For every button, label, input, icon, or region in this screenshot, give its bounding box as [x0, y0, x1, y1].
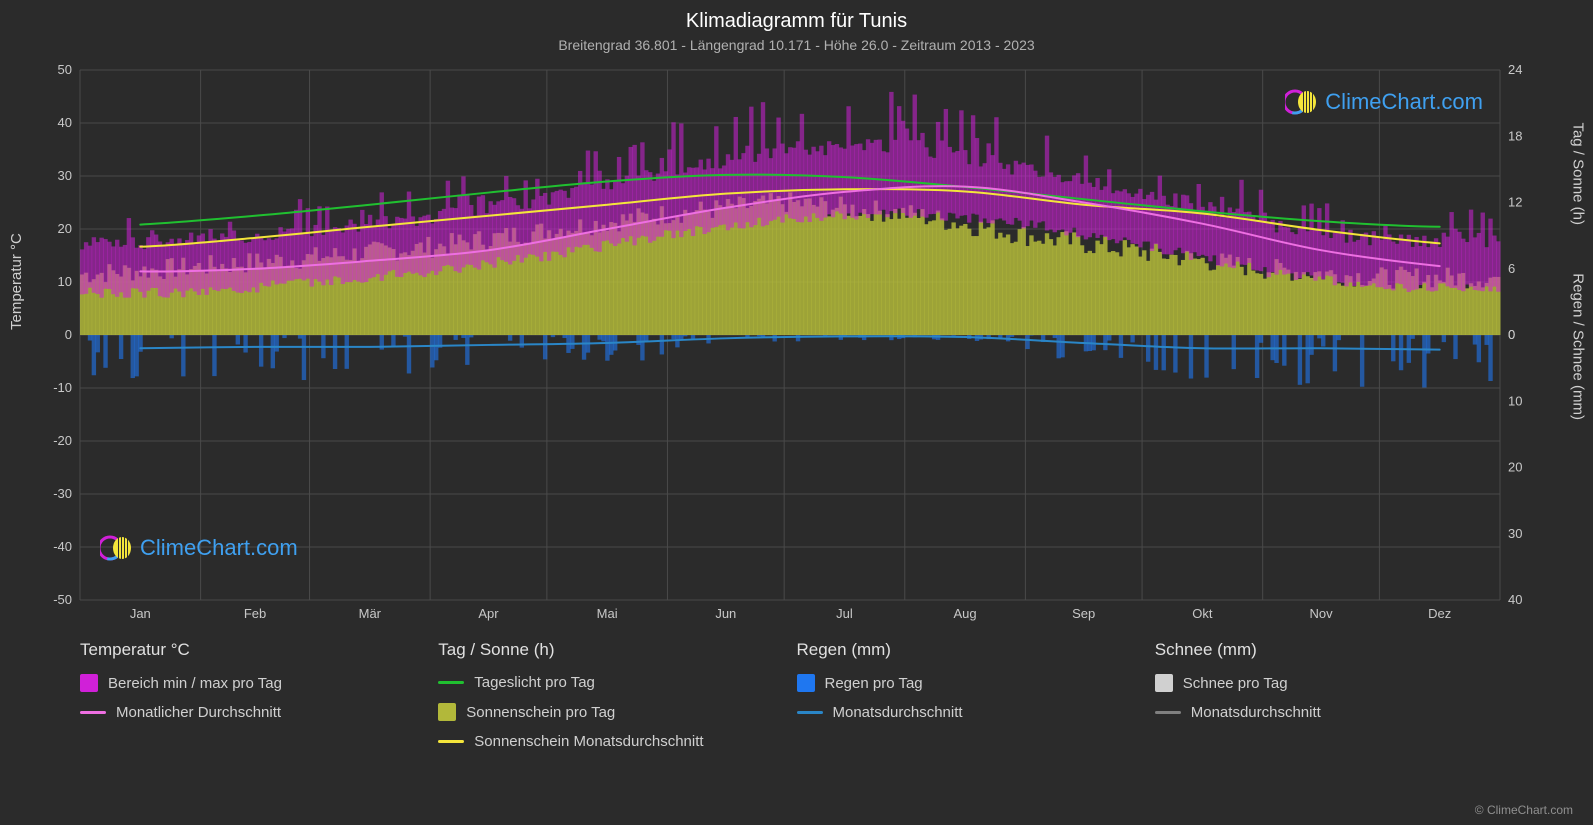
legend-header: Schnee (mm) — [1155, 640, 1503, 660]
legend-item: Bereich min / max pro Tag — [80, 674, 428, 692]
svg-text:40: 40 — [1508, 592, 1522, 607]
legend-line-swatch — [1155, 711, 1181, 714]
legend-swatch — [438, 703, 456, 721]
svg-text:6: 6 — [1508, 261, 1515, 276]
legend-label: Bereich min / max pro Tag — [108, 675, 282, 692]
svg-text:0: 0 — [65, 327, 72, 342]
svg-text:Jul: Jul — [836, 606, 853, 621]
legend-label: Monatlicher Durchschnitt — [116, 704, 281, 721]
svg-text:Apr: Apr — [478, 606, 499, 621]
chart-title: Klimadiagramm für Tunis — [0, 0, 1593, 33]
svg-text:30: 30 — [58, 168, 72, 183]
svg-text:20: 20 — [1508, 460, 1522, 475]
legend-swatch — [797, 674, 815, 692]
y-axis-left-label: Temperatur °C — [8, 233, 25, 330]
svg-text:0: 0 — [1508, 327, 1515, 342]
y-axis-right-top-label: Tag / Sonne (h) — [1570, 122, 1587, 225]
svg-text:18: 18 — [1508, 128, 1522, 143]
legend-label: Regen pro Tag — [825, 675, 923, 692]
legend-label: Schnee pro Tag — [1183, 675, 1288, 692]
legend-line-swatch — [797, 711, 823, 714]
svg-text:-40: -40 — [53, 539, 72, 554]
svg-text:Aug: Aug — [953, 606, 976, 621]
legend-swatch — [1155, 674, 1173, 692]
legend-item: Sonnenschein pro Tag — [438, 703, 786, 721]
svg-text:24: 24 — [1508, 65, 1522, 77]
legend-item: Tageslicht pro Tag — [438, 674, 786, 691]
svg-text:-50: -50 — [53, 592, 72, 607]
plot-area: -50-40-30-20-100102030405006121824010203… — [80, 70, 1500, 600]
legend-line-swatch — [80, 711, 106, 714]
legend-item: Sonnenschein Monatsdurchschnitt — [438, 733, 786, 750]
legend-item: Schnee pro Tag — [1155, 674, 1503, 692]
svg-text:Mai: Mai — [597, 606, 618, 621]
legend-label: Monatsdurchschnitt — [833, 704, 963, 721]
svg-text:Sep: Sep — [1072, 606, 1095, 621]
legend-header: Temperatur °C — [80, 640, 428, 660]
svg-text:-30: -30 — [53, 486, 72, 501]
svg-text:Nov: Nov — [1309, 606, 1333, 621]
y-axis-right-bottom-label: Regen / Schnee (mm) — [1570, 273, 1587, 420]
rain-daily — [88, 335, 1493, 387]
legend-item: Monatlicher Durchschnitt — [80, 704, 428, 721]
svg-text:Jun: Jun — [715, 606, 736, 621]
legend-group: Tag / Sonne (h) Tageslicht pro Tag Sonnens… — [438, 640, 796, 762]
legend-line-swatch — [438, 681, 464, 684]
svg-text:Feb: Feb — [244, 606, 266, 621]
legend: Temperatur °C Bereich min / max pro Tag Mo… — [80, 640, 1513, 762]
svg-text:20: 20 — [58, 221, 72, 236]
legend-line-swatch — [438, 740, 464, 743]
legend-item: Monatsdurchschnitt — [1155, 704, 1503, 721]
legend-group: Regen (mm) Regen pro Tag Monatsdurchschnit… — [797, 640, 1155, 762]
climate-chart: Klimadiagramm für Tunis Breitengrad 36.8… — [0, 0, 1593, 825]
legend-label: Sonnenschein pro Tag — [466, 704, 615, 721]
copyright: © ClimeChart.com — [1475, 803, 1573, 817]
legend-label: Tageslicht pro Tag — [474, 674, 595, 691]
svg-text:12: 12 — [1508, 195, 1522, 210]
legend-group: Schnee (mm) Schnee pro Tag Monatsdurchschn… — [1155, 640, 1513, 762]
svg-text:Mär: Mär — [359, 606, 382, 621]
legend-header: Tag / Sonne (h) — [438, 640, 786, 660]
svg-text:-10: -10 — [53, 380, 72, 395]
svg-text:-20: -20 — [53, 433, 72, 448]
svg-text:Dez: Dez — [1428, 606, 1451, 621]
svg-text:Jan: Jan — [130, 606, 151, 621]
legend-label: Monatsdurchschnitt — [1191, 704, 1321, 721]
legend-item: Monatsdurchschnitt — [797, 704, 1145, 721]
svg-text:10: 10 — [1508, 393, 1522, 408]
svg-text:30: 30 — [1508, 526, 1522, 541]
svg-text:40: 40 — [58, 115, 72, 130]
legend-group: Temperatur °C Bereich min / max pro Tag Mo… — [80, 640, 438, 762]
svg-text:50: 50 — [58, 65, 72, 77]
svg-text:10: 10 — [58, 274, 72, 289]
svg-text:Okt: Okt — [1192, 606, 1213, 621]
plot-svg: -50-40-30-20-100102030405006121824010203… — [30, 65, 1560, 625]
legend-header: Regen (mm) — [797, 640, 1145, 660]
legend-label: Sonnenschein Monatsdurchschnitt — [474, 733, 703, 750]
legend-swatch — [80, 674, 98, 692]
chart-subtitle: Breitengrad 36.801 - Längengrad 10.171 -… — [0, 33, 1593, 61]
legend-item: Regen pro Tag — [797, 674, 1145, 692]
